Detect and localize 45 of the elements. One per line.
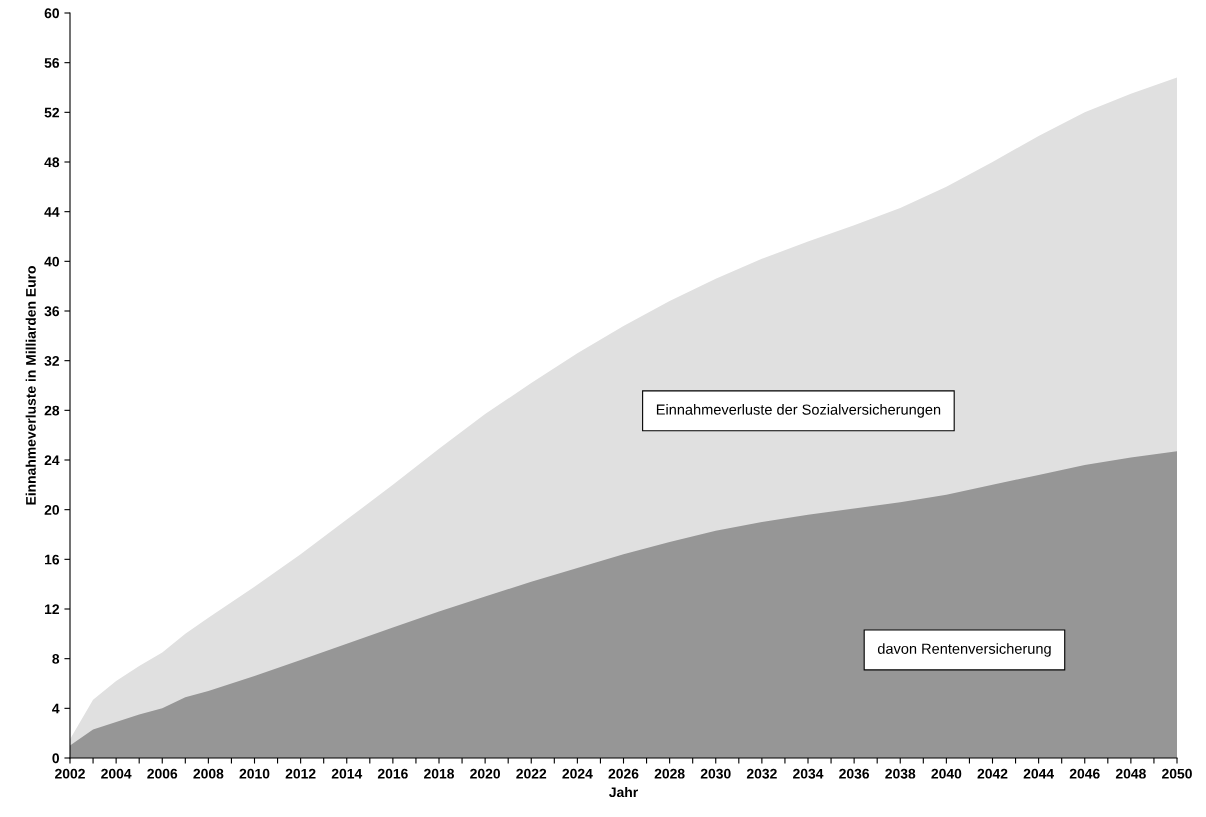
x-axis-title: Jahr <box>609 786 638 798</box>
y-axis-title: Einnahmeverluste in Milliarden Euro <box>25 266 36 505</box>
x-tick-label: 2006 <box>147 768 178 779</box>
x-tick-label: 2016 <box>377 768 408 779</box>
x-tick-label: 2004 <box>101 768 132 779</box>
y-tick-label: 16 <box>45 554 60 565</box>
x-tick-label: 2032 <box>746 768 777 779</box>
y-tick-label: 8 <box>52 654 60 664</box>
x-tick-label: 2040 <box>931 768 962 779</box>
x-tick-label: 2044 <box>1023 768 1054 779</box>
x-tick-label: 2030 <box>700 768 731 779</box>
x-tick-label: 2042 <box>977 768 1008 779</box>
y-tick-label: 36 <box>44 306 60 317</box>
x-tick-label: 2020 <box>470 768 501 779</box>
x-tick-label: 2046 <box>1069 768 1100 779</box>
x-tick-label: 2038 <box>885 768 916 779</box>
x-tick-label: 2018 <box>424 768 455 779</box>
y-tick-label: 52 <box>44 107 60 118</box>
y-tick-label: 60 <box>44 8 60 19</box>
y-tick-label: 0 <box>52 753 60 764</box>
x-tick-label: 2024 <box>562 768 593 779</box>
x-tick-label: 2002 <box>55 768 85 779</box>
x-tick-label: 2022 <box>516 768 547 779</box>
x-tick-label: 2050 <box>1162 768 1192 779</box>
y-tick-label: 20 <box>44 505 60 515</box>
x-tick-label: 2008 <box>193 768 224 779</box>
x-tick-label: 2014 <box>331 768 363 779</box>
x-tick-label: 2010 <box>239 768 270 779</box>
x-tick-label: 2034 <box>793 768 824 779</box>
y-tick-label: 28 <box>44 405 60 416</box>
y-tick-label: 44 <box>44 207 60 217</box>
y-tick-label: 4 <box>52 703 60 714</box>
x-tick-label: 2012 <box>285 768 316 779</box>
y-tick-label: 48 <box>44 157 60 168</box>
series-label: Einnahmeverluste der Sozialversicherungen <box>656 404 941 418</box>
y-tick-label: 32 <box>44 356 60 366</box>
x-tick-label: 2048 <box>1115 768 1146 779</box>
y-tick-label: 12 <box>45 604 60 615</box>
y-tick-label: 40 <box>44 256 60 267</box>
series-label: davon Rentenversicherung <box>877 643 1051 657</box>
x-tick-label: 2036 <box>839 768 870 779</box>
x-tick-label: 2028 <box>654 768 685 779</box>
y-tick-label: 56 <box>44 58 60 68</box>
x-tick-label: 2026 <box>608 768 639 779</box>
y-tick-label: 24 <box>44 455 60 466</box>
